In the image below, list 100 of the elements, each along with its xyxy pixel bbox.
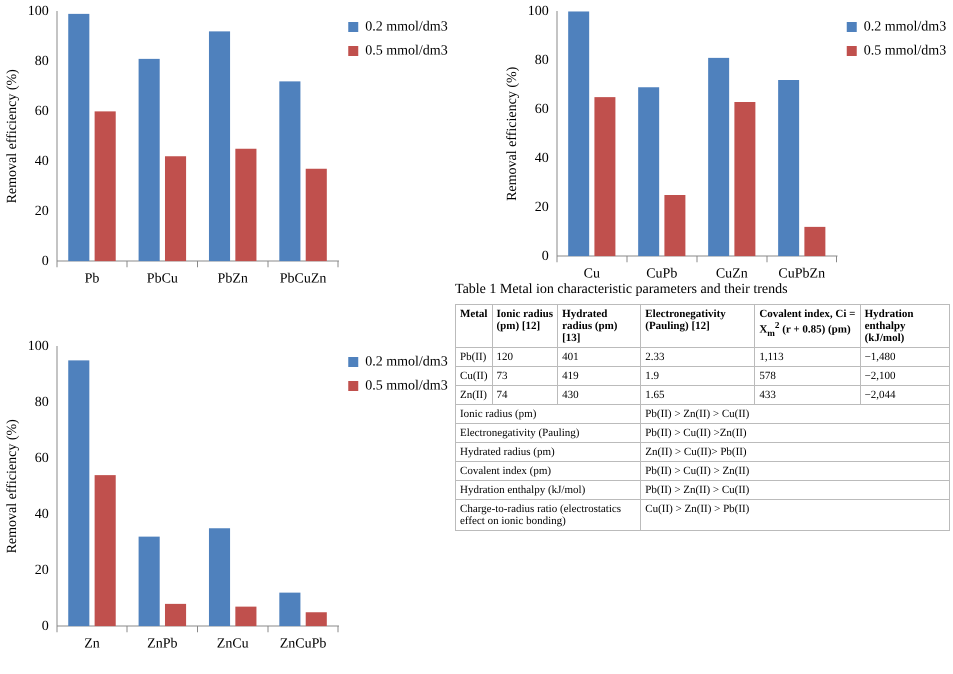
x-tick-label: CuZn	[716, 266, 748, 282]
text: 401	[562, 351, 579, 363]
x-tick-label: PbZn	[218, 271, 248, 286]
category-label: Covalent index, Ci = X$_{m}$$^{2}$ (r + 0.85) (pm)	[754, 304, 860, 348]
bar	[279, 592, 300, 626]
legend-label: 0.5 mmol/dm3	[365, 378, 448, 394]
bar	[594, 97, 616, 256]
legend-label: 0.5 mmol/dm3	[864, 44, 946, 59]
bar	[164, 604, 186, 626]
y-tick-label: 40	[34, 506, 49, 522]
y-axis-title: Removal efficiency (%)	[5, 418, 20, 554]
category-label: Ionic radius (pm) [12]	[492, 304, 558, 348]
category-label: Electronegativity (Pauling) [12]	[640, 304, 755, 348]
text: 1.9	[645, 370, 660, 382]
x-tick-label: CuPbZn	[778, 266, 826, 282]
bar	[208, 31, 230, 262]
x-tick-label: ZnCu	[216, 636, 249, 652]
y-tick-label: 20	[34, 204, 49, 219]
bar	[138, 536, 160, 626]
y-tick-label: 40	[34, 154, 49, 169]
bar	[638, 87, 660, 256]
legend-label: 0.2 mmol/dm3	[864, 20, 946, 35]
y-tick-label: 80	[534, 53, 549, 68]
y-tick-label: 60	[34, 104, 49, 119]
text: 578	[759, 370, 776, 382]
text: Pb(II) > Zn(II) > Cu(II)	[645, 408, 750, 420]
bar	[664, 195, 686, 256]
text: 430	[562, 389, 579, 401]
text: −2,044	[864, 389, 896, 401]
y-tick-label: 100	[28, 339, 49, 354]
text: 1.65	[645, 389, 665, 401]
bar	[804, 226, 826, 256]
bar	[94, 475, 116, 626]
bar	[68, 14, 90, 262]
bar	[778, 80, 800, 256]
category-label: Zn(II)	[460, 389, 487, 401]
x-tick-label: Pb	[84, 271, 100, 286]
category-label: Covalent index (pm)	[460, 465, 552, 477]
bar	[734, 102, 756, 256]
y-tick-label: 0	[542, 248, 549, 264]
legend-label: 0.2 mmol/dm3	[365, 20, 448, 35]
text: Zn(II) > Cu(II)> Pb(II)	[645, 446, 747, 458]
category-label: Pb(II)	[460, 351, 486, 363]
x-tick-label: CuPb	[646, 266, 678, 282]
y-tick-label: 20	[534, 200, 549, 215]
bar	[708, 58, 730, 256]
text: 419	[562, 370, 579, 382]
text: 120	[496, 351, 513, 363]
bar	[164, 156, 186, 262]
bar	[208, 528, 230, 626]
y-tick-label: 60	[534, 102, 549, 117]
y-tick-label: 80	[34, 54, 49, 70]
bar	[68, 360, 90, 626]
text: Pb(II) > Cu(II) > Zn(II)	[645, 465, 750, 477]
y-tick-label: 100	[528, 4, 549, 20]
y-tick-label: 20	[34, 562, 49, 578]
text: −2,100	[864, 370, 896, 382]
y-tick-label: 40	[534, 150, 549, 166]
y-axis-title: Removal efficiency (%)	[505, 66, 520, 201]
category-label: Hydration enthalpy (kJ/mol)	[460, 484, 586, 496]
text: Pb(II) > Cu(II) >Zn(II)	[645, 427, 747, 439]
y-tick-label: 80	[34, 395, 49, 410]
category-label: Cu(II)	[460, 370, 488, 382]
category-label: Hydrated radius (pm)	[460, 446, 555, 458]
text: Pb(II) > Zn(II) > Cu(II)	[645, 484, 750, 496]
bar	[138, 58, 160, 262]
category-label: Charge-to-radius ratio (electrostatics effect on ionic bonding)	[460, 503, 622, 527]
bar	[306, 168, 327, 262]
y-tick-label: 100	[28, 4, 49, 20]
category-label: Ionic radius (pm)	[460, 408, 536, 420]
text: 74	[496, 389, 508, 401]
bar	[94, 111, 116, 262]
category-label: Metal	[456, 304, 492, 348]
category-label: Electronegativity (Pauling)	[460, 427, 580, 439]
bar	[279, 81, 300, 262]
x-tick-label: PbCuZn	[280, 271, 326, 286]
text: 2.33	[645, 351, 665, 363]
bar	[235, 606, 256, 626]
y-axis-title: Removal efficiency (%)	[5, 68, 20, 204]
x-tick-label: Zn	[84, 636, 100, 652]
x-tick-label: ZnCuPb	[280, 636, 326, 652]
legend-label: 0.5 mmol/dm3	[365, 44, 448, 59]
text: Table 1 Metal ion characteristic parameters and their trends	[455, 282, 789, 298]
text: 1,113	[759, 351, 784, 363]
legend-label: 0.2 mmol/dm3	[365, 354, 448, 370]
x-tick-label: ZnPb	[147, 636, 178, 652]
x-tick-label: PbCu	[146, 271, 178, 286]
bar	[568, 11, 590, 256]
text: 433	[759, 389, 776, 401]
category-label: Hydrated radius (pm) [13]	[558, 304, 641, 348]
bar	[235, 148, 256, 262]
y-tick-label: 60	[34, 450, 49, 466]
y-tick-label: 0	[42, 618, 49, 634]
category-label: Hydration enthalpy (kJ/mol)	[860, 304, 950, 348]
y-tick-label: 0	[42, 254, 49, 269]
bar	[306, 612, 327, 626]
x-tick-label: Cu	[584, 266, 600, 282]
text: Cu(II) > Zn(II) > Pb(II)	[645, 503, 750, 515]
text: −1,480	[864, 351, 896, 363]
text: 73	[496, 370, 508, 382]
